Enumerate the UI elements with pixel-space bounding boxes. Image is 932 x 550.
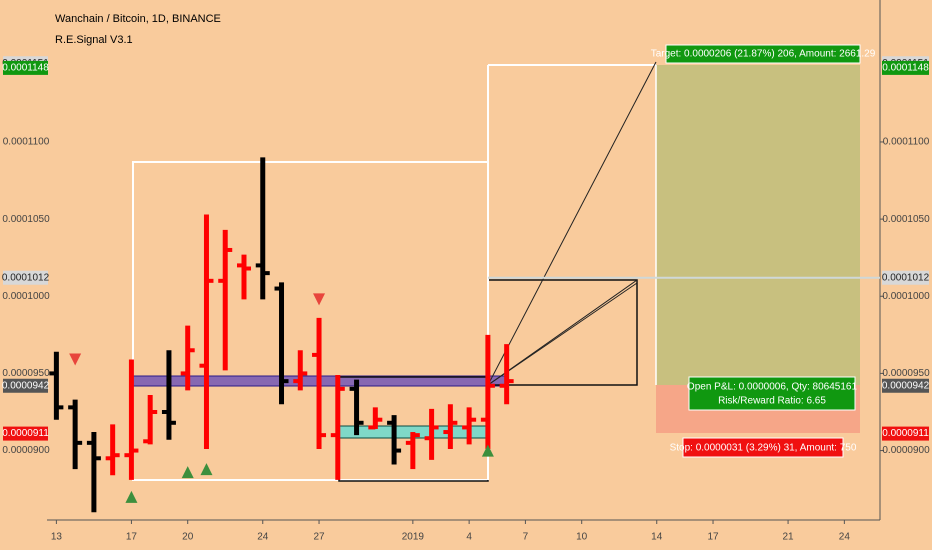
x-tick-label: 17 xyxy=(126,532,138,543)
price-badge-label: 0.0001012 xyxy=(2,272,50,283)
y-tick-label: 0.0000950 xyxy=(2,368,50,379)
ratio-label: Risk/Reward Ratio: 6.65 xyxy=(718,396,826,407)
y-tick-label: 0.0001050 xyxy=(2,214,50,225)
projection-line xyxy=(487,61,657,386)
stop-box xyxy=(682,437,844,458)
pnl-label: Open P&L: 0.0000006, Qty: 80645161 xyxy=(687,382,858,393)
price-badge-label: 0.0000942 xyxy=(2,380,50,391)
y-tick-label: 0.0001100 xyxy=(3,137,50,148)
price-badge xyxy=(3,378,48,393)
signal-marker xyxy=(125,490,138,503)
y-tick-label: 0.0001000 xyxy=(882,291,930,302)
price-badge-label: 0.0000911 xyxy=(2,428,49,439)
x-tick-label: 2019 xyxy=(402,532,425,543)
x-tick-label: 17 xyxy=(707,532,719,543)
price-badge xyxy=(882,270,929,285)
signal-marker xyxy=(181,466,194,479)
x-tick-label: 24 xyxy=(257,532,269,543)
y-tick-label: 0.0001050 xyxy=(882,214,930,225)
x-tick-label: 10 xyxy=(576,532,588,543)
y-tick-label: 0.0001100 xyxy=(883,137,930,148)
pnl-box xyxy=(688,376,856,411)
signal-marker xyxy=(200,463,213,476)
signal-marker xyxy=(69,353,82,366)
price-badge xyxy=(882,426,929,441)
signal-marker xyxy=(481,444,494,457)
y-tick-label: 0.0000900 xyxy=(882,445,930,456)
x-tick-label: 24 xyxy=(839,532,851,543)
price-badge-label: 0.0000942 xyxy=(882,380,930,391)
price-badge xyxy=(882,60,929,75)
price-badge xyxy=(3,270,48,285)
price-badge xyxy=(3,60,48,75)
price-badge-label: 0.0001012 xyxy=(882,272,930,283)
price-badge-label: 0.0000911 xyxy=(882,428,929,439)
price-badge-label: 0.0001148 xyxy=(2,63,49,74)
chart-subtitle: R.E.Signal V3.1 xyxy=(55,34,133,46)
y-tick-label: 0.0001000 xyxy=(2,291,50,302)
price-badge xyxy=(882,378,929,393)
price-badge xyxy=(3,426,48,441)
y-tick-label: 0.0000950 xyxy=(882,368,930,379)
projection-line xyxy=(487,282,638,386)
x-tick-label: 4 xyxy=(466,532,472,543)
stop-label: Stop: 0.0000031 (3.29%) 31, Amount: 750 xyxy=(670,443,857,454)
x-tick-label: 14 xyxy=(651,532,663,543)
chart-title: Wanchain / Bitcoin, 1D, BINANCE xyxy=(55,13,221,25)
x-tick-label: 21 xyxy=(783,532,795,543)
y-tick-label: 0.0000900 xyxy=(2,445,50,456)
signal-marker xyxy=(313,293,326,306)
price-badge-label: 0.0001148 xyxy=(882,63,929,74)
x-tick-label: 7 xyxy=(523,532,529,543)
x-tick-label: 20 xyxy=(182,532,194,543)
target-box xyxy=(665,44,861,64)
target-zone xyxy=(656,65,860,385)
target-label: Target: 0.0000206 (21.87%) 206, Amount: … xyxy=(651,49,876,60)
x-tick-label: 13 xyxy=(51,532,63,543)
x-tick-label: 27 xyxy=(313,532,325,543)
